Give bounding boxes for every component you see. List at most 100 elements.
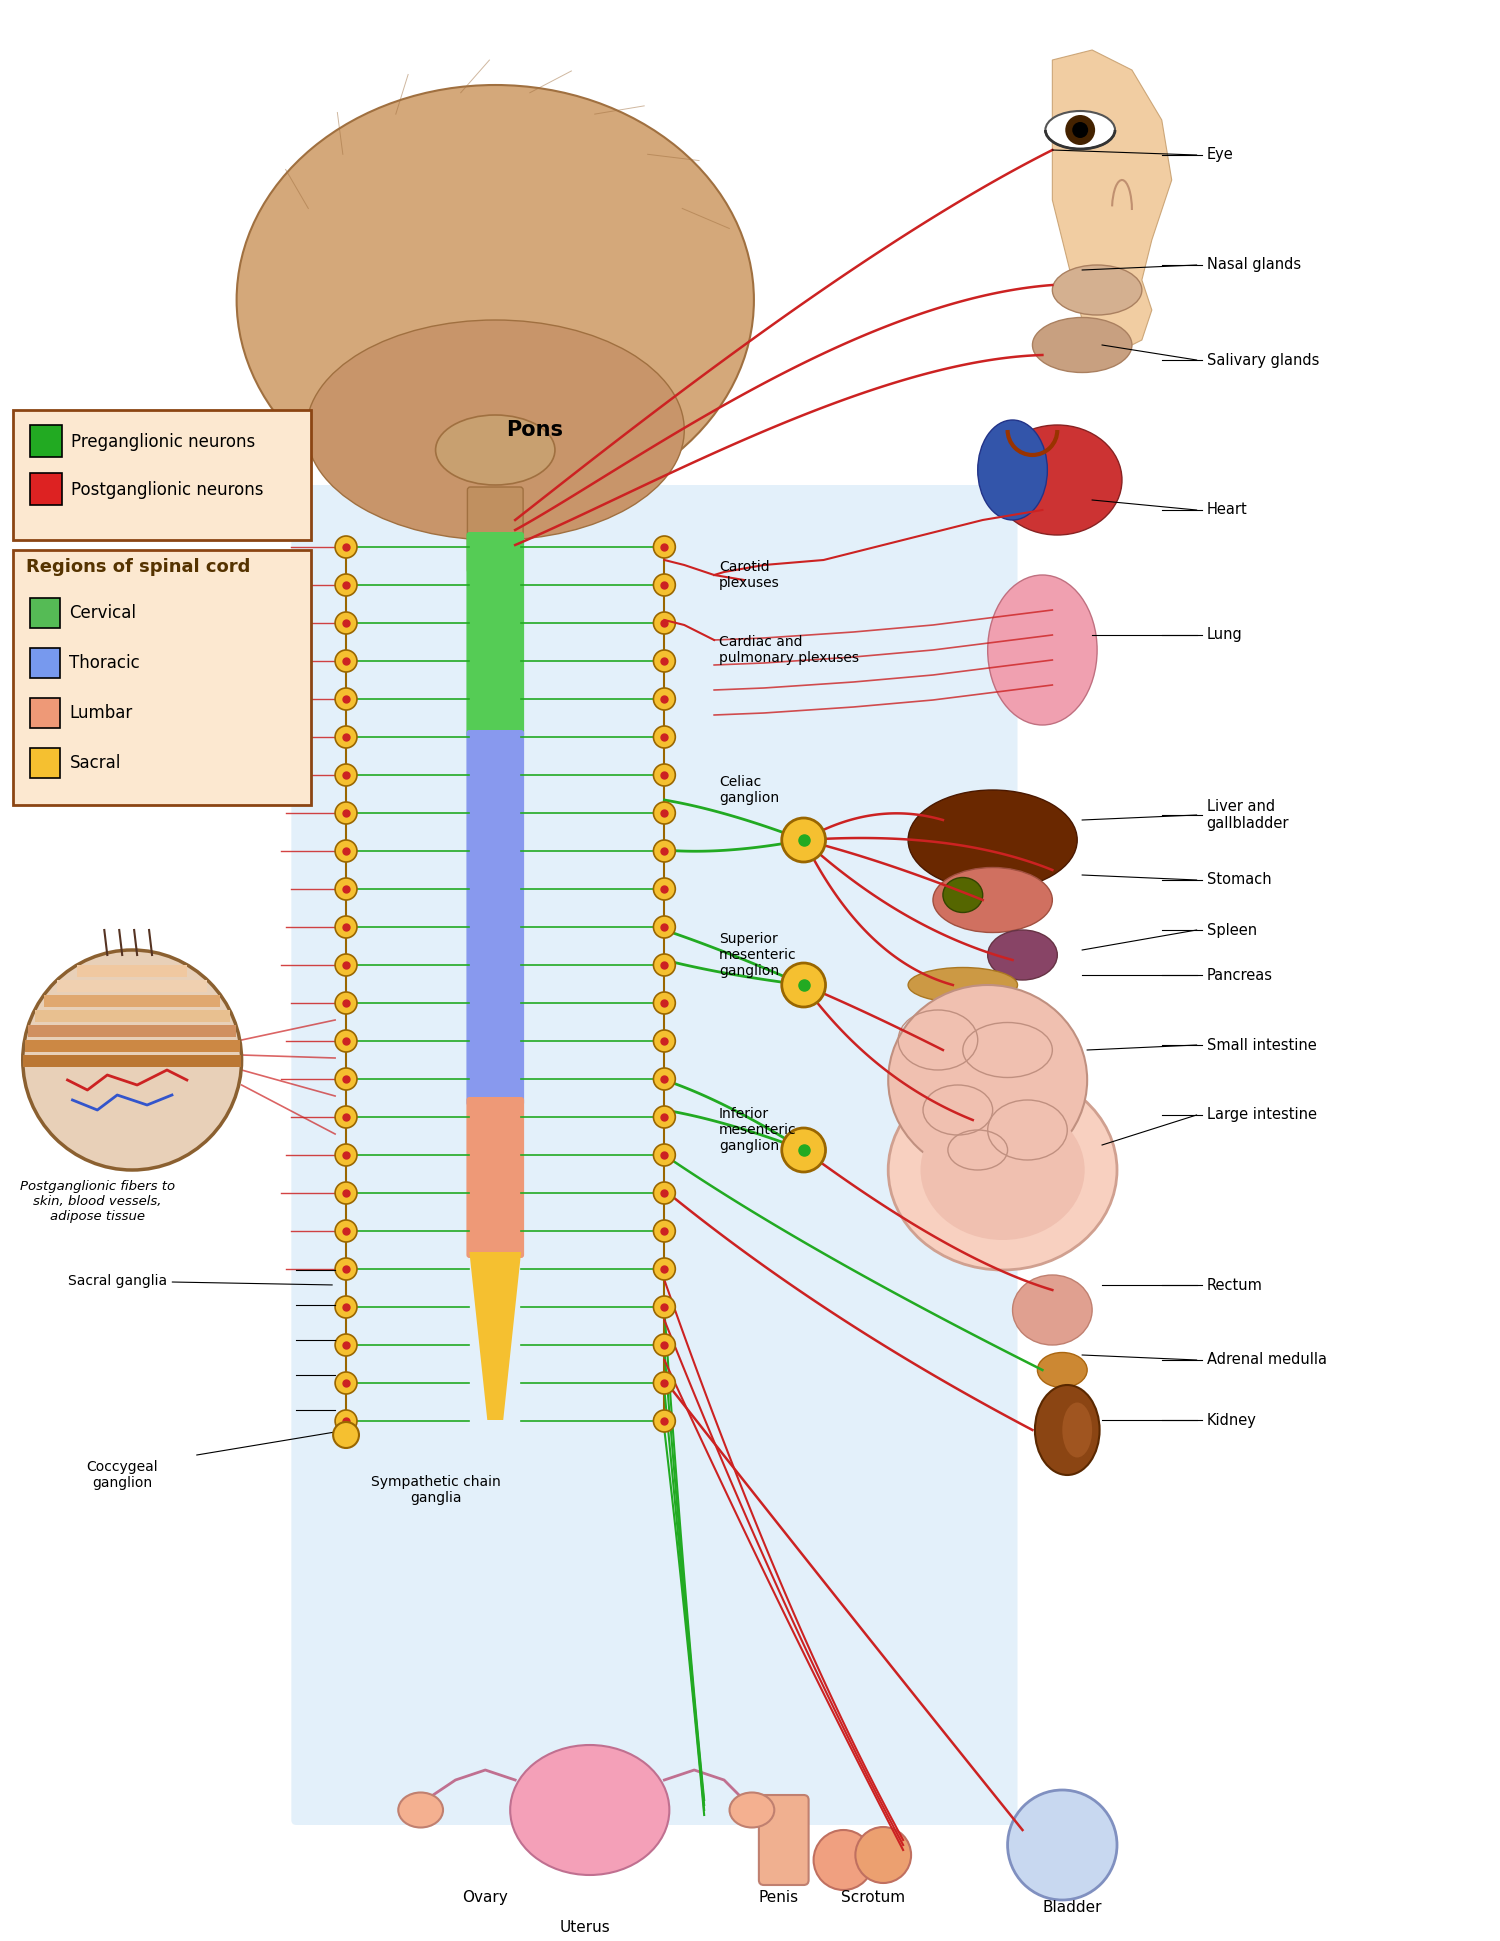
Ellipse shape — [987, 575, 1096, 726]
FancyBboxPatch shape — [291, 485, 1017, 1825]
Text: Postganglionic fibers to
skin, blood vessels,
adipose tissue: Postganglionic fibers to skin, blood ves… — [20, 1180, 176, 1223]
Text: Pancreas: Pancreas — [1206, 967, 1272, 982]
Circle shape — [654, 1031, 675, 1052]
Ellipse shape — [1062, 1403, 1092, 1458]
Ellipse shape — [729, 1792, 774, 1828]
FancyBboxPatch shape — [468, 487, 524, 573]
Ellipse shape — [510, 1745, 669, 1875]
Circle shape — [334, 650, 357, 672]
Text: Scrotum: Scrotum — [842, 1891, 906, 1904]
Bar — [30, 699, 60, 728]
Circle shape — [334, 1031, 357, 1052]
Circle shape — [654, 611, 675, 635]
Text: Sacral ganglia: Sacral ganglia — [68, 1273, 333, 1289]
Circle shape — [334, 536, 357, 557]
Circle shape — [334, 840, 357, 862]
Circle shape — [334, 916, 357, 938]
Circle shape — [654, 802, 675, 825]
Text: Cardiac and
pulmonary plexuses: Cardiac and pulmonary plexuses — [718, 635, 860, 666]
Text: Small intestine: Small intestine — [1206, 1038, 1317, 1052]
Circle shape — [654, 1182, 675, 1203]
Circle shape — [654, 1106, 675, 1128]
Circle shape — [654, 575, 675, 596]
Circle shape — [334, 765, 357, 786]
Ellipse shape — [921, 1101, 1084, 1240]
FancyBboxPatch shape — [466, 730, 524, 1106]
Circle shape — [334, 1143, 357, 1167]
Text: Sacral: Sacral — [69, 753, 122, 773]
Polygon shape — [470, 1252, 520, 1421]
Circle shape — [654, 1333, 675, 1357]
Ellipse shape — [237, 85, 754, 514]
Text: Celiac
ganglion: Celiac ganglion — [718, 774, 778, 806]
Bar — [30, 598, 60, 629]
Ellipse shape — [908, 790, 1077, 891]
Circle shape — [334, 953, 357, 976]
Bar — [34, 1009, 230, 1023]
Circle shape — [654, 1221, 675, 1242]
Bar — [44, 996, 220, 1007]
Ellipse shape — [908, 967, 1017, 1002]
Text: Sympathetic chain
ganglia: Sympathetic chain ganglia — [370, 1475, 501, 1504]
Circle shape — [782, 963, 825, 1007]
Circle shape — [654, 992, 675, 1013]
Bar — [30, 747, 60, 778]
Ellipse shape — [987, 930, 1058, 980]
Circle shape — [1072, 122, 1088, 138]
Ellipse shape — [1013, 1275, 1092, 1345]
Circle shape — [654, 953, 675, 976]
Circle shape — [654, 1258, 675, 1279]
Circle shape — [333, 1423, 358, 1448]
Circle shape — [654, 1297, 675, 1318]
Circle shape — [782, 1128, 825, 1172]
Circle shape — [334, 611, 357, 635]
Circle shape — [334, 802, 357, 825]
Bar — [28, 1025, 236, 1036]
Text: Nasal glands: Nasal glands — [1206, 258, 1300, 272]
Text: Adrenal medulla: Adrenal medulla — [1206, 1353, 1326, 1368]
Ellipse shape — [399, 1792, 442, 1828]
Ellipse shape — [888, 984, 1088, 1174]
Ellipse shape — [1032, 318, 1132, 373]
Ellipse shape — [306, 320, 684, 540]
Circle shape — [334, 1372, 357, 1394]
Text: Large intestine: Large intestine — [1206, 1108, 1317, 1122]
Ellipse shape — [1046, 111, 1114, 149]
Circle shape — [654, 877, 675, 901]
Ellipse shape — [888, 1069, 1118, 1269]
FancyBboxPatch shape — [13, 549, 310, 806]
Ellipse shape — [978, 419, 1047, 520]
Text: Rectum: Rectum — [1206, 1277, 1263, 1293]
Circle shape — [334, 726, 357, 747]
Bar — [22, 1056, 242, 1068]
Text: Spleen: Spleen — [1206, 922, 1257, 938]
Text: Superior
mesenteric
ganglion: Superior mesenteric ganglion — [718, 932, 797, 978]
Text: Eye: Eye — [1206, 148, 1233, 163]
Circle shape — [334, 575, 357, 596]
Text: Postganglionic neurons: Postganglionic neurons — [72, 481, 264, 499]
Text: Heart: Heart — [1206, 503, 1248, 518]
Bar — [76, 965, 188, 976]
Bar — [57, 980, 207, 992]
Bar — [30, 648, 60, 677]
Ellipse shape — [944, 877, 982, 912]
Circle shape — [654, 1068, 675, 1091]
FancyBboxPatch shape — [759, 1795, 808, 1885]
Ellipse shape — [1035, 1386, 1100, 1475]
Circle shape — [334, 1333, 357, 1357]
Circle shape — [654, 726, 675, 747]
Text: Cervical: Cervical — [69, 604, 136, 621]
Circle shape — [1065, 115, 1095, 146]
Circle shape — [654, 916, 675, 938]
Circle shape — [334, 1297, 357, 1318]
Text: Bladder: Bladder — [1042, 1900, 1102, 1916]
Circle shape — [334, 877, 357, 901]
Circle shape — [654, 1372, 675, 1394]
Circle shape — [654, 687, 675, 710]
Bar — [30, 474, 62, 505]
Text: Lung: Lung — [1206, 627, 1242, 642]
Circle shape — [22, 949, 242, 1170]
FancyBboxPatch shape — [466, 532, 524, 738]
Circle shape — [334, 1182, 357, 1203]
Circle shape — [334, 1068, 357, 1091]
